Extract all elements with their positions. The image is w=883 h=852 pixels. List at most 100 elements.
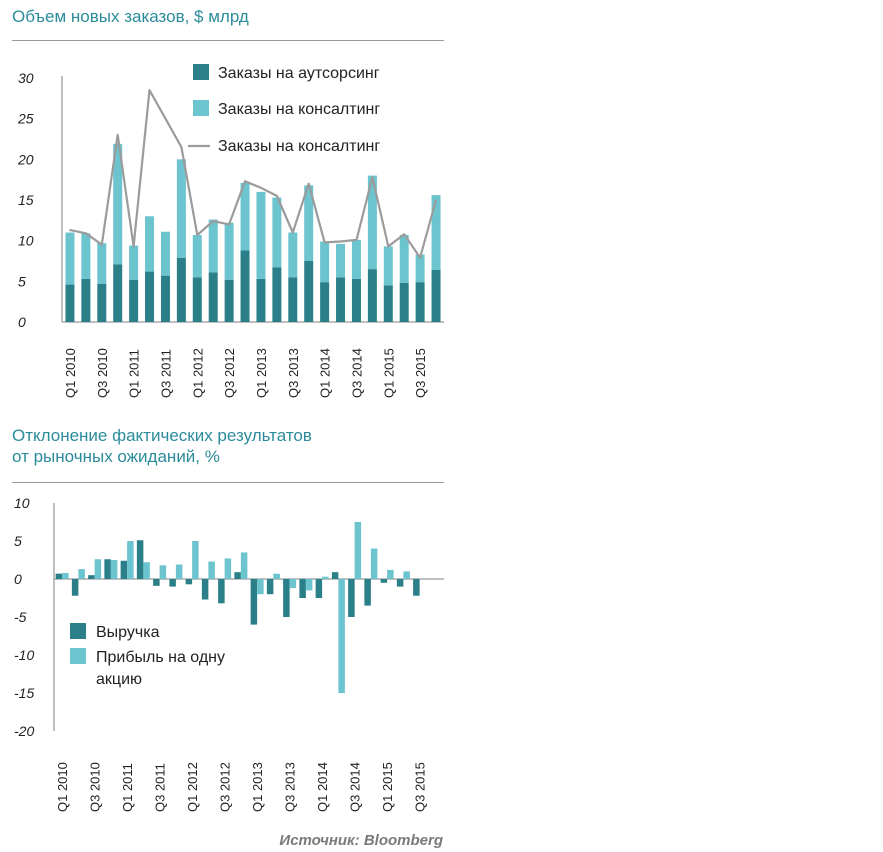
chart2-x-tick-label: Q3 2015 [413,762,428,812]
chart2-y-tick-label: 10 [14,495,30,511]
chart1-bar-consulting [383,246,393,286]
chart2-x-tick-label: Q1 2014 [315,762,330,812]
chart1-y-tick-label: 5 [18,273,26,289]
chart2-legend-label-eps: Прибыль на одну акцию [96,649,225,688]
chart1-bar-consulting [176,159,186,258]
chart1-legend-swatch-outsourcing [193,64,209,80]
chart1-bar-outsourcing [351,278,361,322]
chart1-line-point [196,234,199,236]
chart2-bar-eps [403,571,410,579]
chart1-line-point [307,182,310,185]
chart1-bar-consulting [113,143,123,265]
chart2-bar-eps [354,522,362,579]
chart1-bar-consulting [145,216,155,272]
chart2-bar-eps [240,552,248,579]
chart1-bar-consulting [65,232,75,285]
chart1-bar-consulting [208,219,218,273]
chart1-bar-consulting [256,191,266,279]
chart1-x-tick-label: Q3 2012 [222,348,237,398]
chart1-bar-outsourcing [97,283,107,322]
chart1-bar-outsourcing [240,250,250,322]
source-note: Источник: Bloomberg [279,832,443,849]
chart2-bar-eps [208,561,215,579]
chart1-title-rule [12,40,444,41]
chart1-bar-outsourcing [256,278,266,322]
chart1-bar-consulting [240,182,250,251]
chart1-line-point [244,180,246,183]
chart2-x-tick-label: Q3 2012 [218,762,233,812]
chart2-bar-eps [110,560,118,579]
chart2-bar-eps [338,579,345,693]
chart2-bar-eps [273,573,280,579]
chart1-line-point [419,256,421,259]
chart1-x-tick-label: Q3 2011 [158,349,173,398]
chart1-x-tick-label: Q3 2014 [349,348,364,398]
chart2-bar-revenue [396,579,404,587]
chart2-x-tick-label: Q3 2013 [283,762,298,812]
chart2-bar-revenue [136,540,144,579]
chart2-bar-eps [224,558,232,579]
chart1-bar-consulting [97,243,107,284]
chart1-y-tick-label: 25 [17,111,34,127]
chart2-bar-revenue [283,579,290,617]
chart2-bar-eps [78,569,85,579]
chart1-bar-consulting [129,245,139,280]
chart1-bar-outsourcing [336,277,346,322]
chart2-x-tick-label: Q1 2011 [120,763,135,812]
chart1-bar-consulting [192,234,202,278]
chart1-x-tick-label: Q3 2010 [95,348,110,398]
chart2-bar-eps [322,576,329,579]
chart2-bar-revenue [266,579,274,595]
chart1-line-point [260,187,262,189]
chart1-bar-consulting [431,195,441,270]
chart1-line-point [435,199,437,201]
chart1-line-point [371,176,374,179]
chart2-x-tick-label: Q1 2013 [250,762,265,812]
chart2-bar-revenue [250,579,258,625]
chart2-bar-eps [127,541,134,579]
chart1-title: Объем новых заказов, $ млрд [12,7,249,26]
chart2-title-line1: Отклонение фактических результатов [12,426,312,445]
chart1-legend-label-outsourcing: Заказы на аутсорсинг [218,65,380,82]
chart2-bar-revenue [201,579,209,600]
chart1-bar-outsourcing [272,267,282,322]
chart1-bar-outsourcing [160,275,170,322]
chart1-x-tick-label: Q1 2011 [127,349,142,398]
chart1-line-point [132,245,135,248]
chart1-bar-consulting [224,222,234,280]
chart1-bar-consulting [304,185,314,261]
chart2-x-tick-label: Q1 2012 [185,762,200,812]
chart1-bar-consulting [81,233,91,279]
chart2-x-tick-label: Q1 2010 [55,762,70,812]
chart2-title-line2: от рыночных ожиданий, % [12,447,220,466]
chart2-bar-revenue [315,579,323,598]
chart1-line-point [291,231,294,234]
chart2-bar-revenue [331,572,339,579]
chart1-x-tick-label: Q3 2013 [286,348,301,398]
chart1-y-tick-label: 15 [18,192,34,208]
chart1-x-tick-label: Q1 2013 [254,348,269,398]
chart1-bar-outsourcing [208,272,218,322]
chart1-line-point [276,195,278,197]
chart1-bar-consulting [367,175,377,270]
chart1-line-point [323,241,326,244]
chart1-x-tick-label: Q3 2015 [413,348,428,398]
chart1-x-tick-label: Q1 2010 [63,348,78,398]
chart1-bar-outsourcing [145,271,155,322]
chart1-line-point [69,229,71,231]
chart1-bar-consulting [399,234,409,283]
chart1-x-tick-label: Q1 2014 [318,348,333,398]
chart2-bar-revenue [104,559,111,579]
chart1-line-point [387,245,390,248]
chart1-bar-outsourcing [81,278,91,322]
chart1-bar-outsourcing [65,284,75,322]
chart1-bar-outsourcing [192,277,202,322]
chart1-bar-outsourcing [367,269,377,322]
chart2-bar-revenue [153,579,160,586]
chart1-bar-consulting [320,241,330,283]
chart1-y-tick-label: 10 [18,233,34,249]
chart1-y-tick-label: 30 [18,70,34,86]
chart2-bar-eps [143,562,150,579]
chart1-line-point [164,117,167,120]
chart2-y-tick-label: -20 [14,723,34,739]
